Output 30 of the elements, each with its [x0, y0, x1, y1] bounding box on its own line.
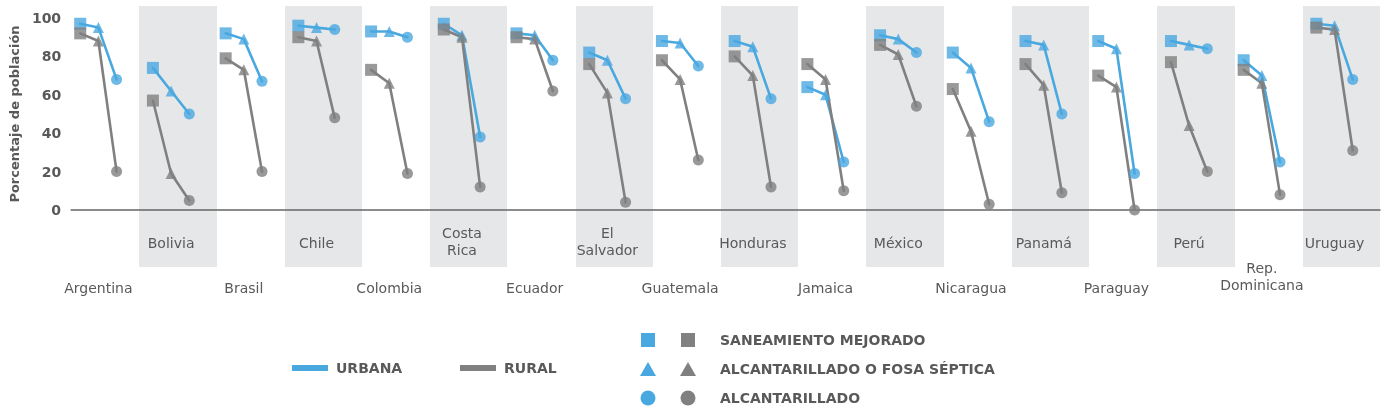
x-tick-label: Costa Rica	[442, 225, 482, 258]
x-tick-label: Perú	[1173, 235, 1205, 251]
x-tick-label: Uruguay	[1304, 235, 1365, 251]
x-tick-label: Panamá	[1015, 235, 1072, 251]
x-tick-label: Jamaica	[797, 280, 854, 296]
y-tick-label: 20	[41, 163, 62, 180]
y-tick-label: 100	[31, 10, 62, 26]
x-tick-label: Nicaragua	[935, 280, 1007, 296]
x-tick-label: El Salvador	[576, 225, 639, 258]
y-axis-title: Porcentaje de población	[7, 25, 22, 203]
y-tick-label: 60	[41, 86, 62, 103]
legend-label: SANEAMIENTO MEJORADO	[720, 332, 926, 348]
legend-label: URBANA	[336, 360, 403, 376]
x-tick-label: Bolivia	[147, 235, 195, 251]
x-tick-label: Rep. Dominicana	[1220, 260, 1304, 293]
x-tick-label: Honduras	[719, 235, 787, 251]
x-tick-label: Guatemala	[641, 280, 719, 296]
y-tick-label: 80	[41, 48, 62, 65]
y-tick-label: 0	[51, 202, 62, 218]
x-tick-label: Argentina	[64, 280, 133, 296]
x-tick-label: México	[873, 235, 923, 251]
x-tick-label: Paraguay	[1083, 280, 1150, 296]
legend-label: ALCANTARILLADO	[720, 390, 861, 406]
x-tick-label: Chile	[299, 235, 335, 251]
x-tick-label: Ecuador	[506, 280, 564, 296]
legend-label: RURAL	[504, 360, 557, 376]
x-tick-label: Colombia	[356, 280, 423, 296]
y-tick-label: 40	[41, 125, 62, 142]
x-tick-label: Brasil	[224, 280, 264, 296]
legend-label: ALCANTARILLADO O FOSA SÉPTICA	[720, 361, 995, 377]
